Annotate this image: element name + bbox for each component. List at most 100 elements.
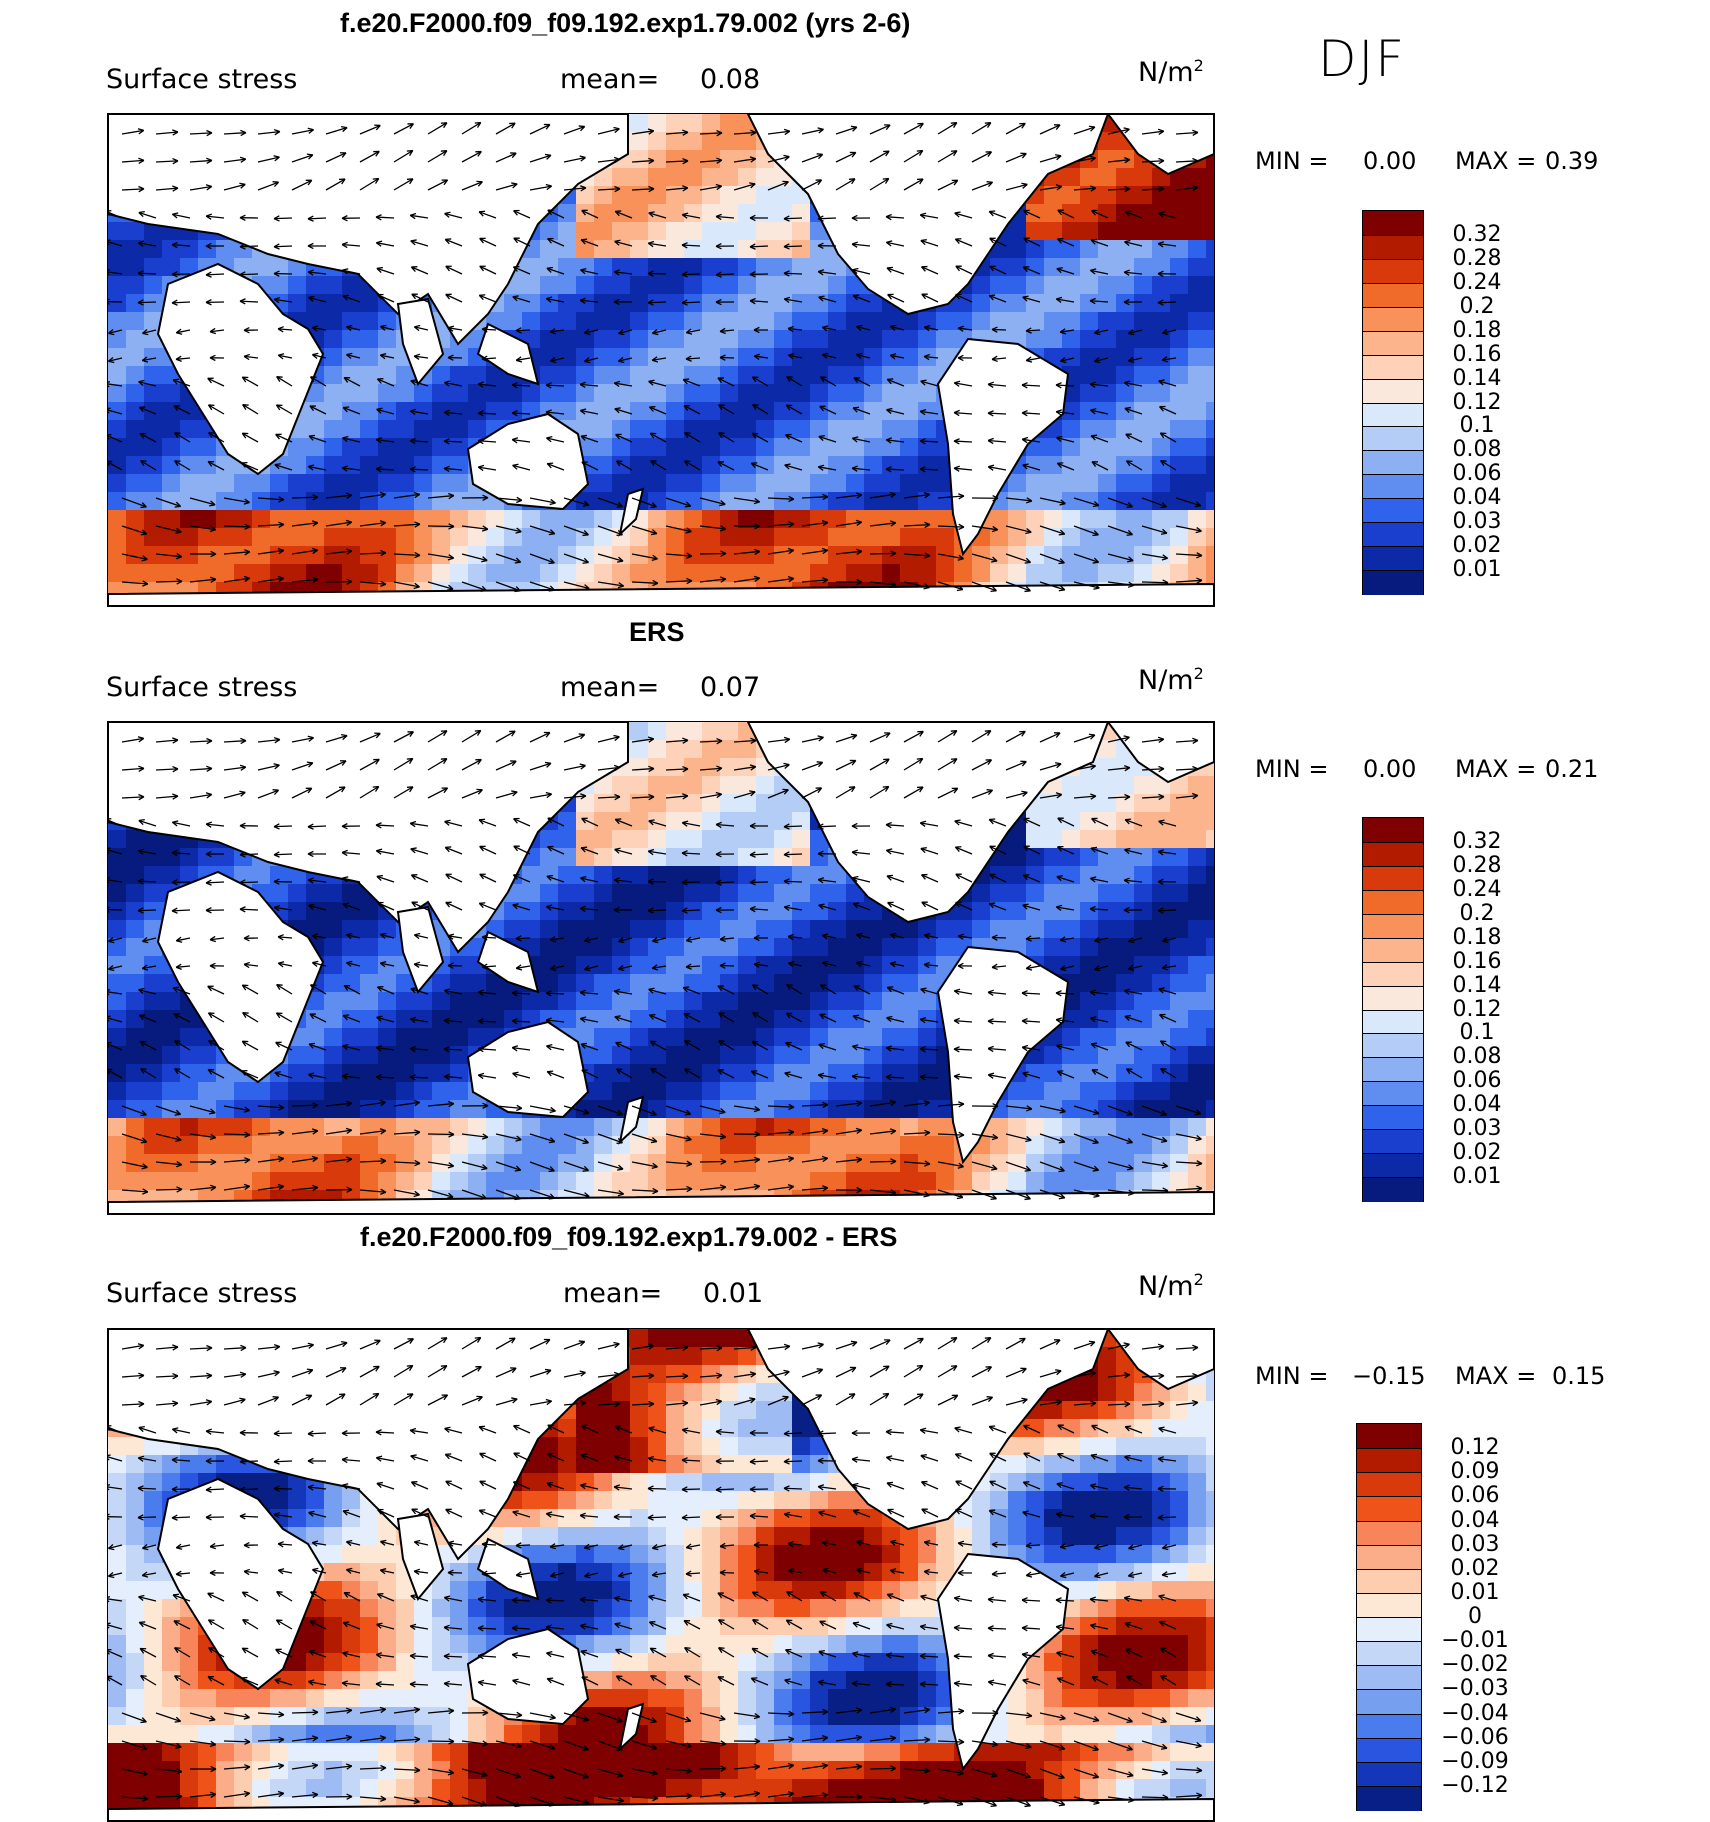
field-cell — [720, 420, 739, 439]
field-cell — [666, 884, 685, 903]
field-cell — [630, 902, 649, 921]
field-cell — [108, 564, 127, 583]
field-cell — [126, 222, 145, 241]
field-cell — [468, 1010, 487, 1029]
field-cell — [1170, 992, 1189, 1011]
field-cell — [432, 528, 451, 547]
field-cell — [702, 348, 721, 367]
map-svg — [108, 722, 1214, 1214]
field-cell — [1134, 258, 1153, 277]
field-cell — [108, 294, 127, 313]
field-cell — [1152, 276, 1171, 295]
field-cell — [666, 1010, 685, 1029]
field-cell — [144, 902, 163, 921]
stress-vector — [240, 882, 258, 883]
field-cell — [432, 1028, 451, 1047]
field-cell — [558, 812, 577, 831]
field-cell — [1116, 1118, 1135, 1137]
field-cell — [1116, 474, 1135, 493]
field-cell — [1080, 830, 1099, 849]
field-cell — [126, 866, 145, 885]
field-cell — [846, 1100, 865, 1119]
field-cell — [1008, 492, 1027, 511]
field-cell — [558, 384, 577, 403]
field-cell — [630, 812, 649, 831]
field-cell — [918, 474, 937, 493]
field-cell — [360, 956, 379, 975]
field-cell — [1062, 330, 1081, 349]
field-cell — [1206, 222, 1214, 241]
field-cell — [324, 1136, 343, 1155]
field-cell — [882, 1172, 901, 1191]
field-cell — [1116, 384, 1135, 403]
field-cell — [144, 420, 163, 439]
field-cell — [756, 1154, 775, 1173]
field-cell — [1188, 204, 1207, 223]
field-cell — [558, 938, 577, 957]
field-cell — [1008, 1082, 1027, 1101]
field-cell — [576, 240, 595, 259]
field-cell — [522, 312, 541, 331]
field-cell — [702, 438, 721, 457]
field-cell — [594, 420, 613, 439]
field-cell — [648, 992, 667, 1011]
field-cell — [144, 240, 163, 259]
field-cell — [1044, 276, 1063, 295]
field-cell — [558, 1172, 577, 1191]
field-cell — [1170, 330, 1189, 349]
field-cell — [630, 420, 649, 439]
field-cell — [684, 348, 703, 367]
field-cell — [1188, 366, 1207, 385]
field-cell — [1170, 456, 1189, 475]
field-cell — [630, 776, 649, 795]
field-cell — [756, 420, 775, 439]
field-cell — [522, 564, 541, 583]
field-cell — [720, 240, 739, 259]
field-cell — [666, 1082, 685, 1101]
field-cell — [1026, 1064, 1045, 1083]
field-cell — [1008, 1118, 1027, 1137]
field-cell — [612, 348, 631, 367]
field-cell — [306, 1082, 325, 1101]
field-cell — [162, 384, 181, 403]
field-cell — [684, 168, 703, 187]
field-cell — [1098, 510, 1117, 529]
field-cell — [162, 474, 181, 493]
field-cell — [666, 420, 685, 439]
field-cell — [792, 384, 811, 403]
field-cell — [684, 776, 703, 795]
stress-vector — [682, 882, 700, 883]
field-cell — [288, 1154, 307, 1173]
field-cell — [882, 564, 901, 583]
field-cell — [810, 276, 829, 295]
field-cell — [756, 1028, 775, 1047]
field-cell — [774, 812, 793, 831]
field-cell — [1116, 276, 1135, 295]
field-cell — [666, 1046, 685, 1065]
field-cell — [720, 1046, 739, 1065]
field-cell — [612, 1028, 631, 1047]
field-cell — [576, 510, 595, 529]
field-cell — [108, 312, 127, 331]
field-cell — [342, 1028, 361, 1047]
field-cell — [882, 474, 901, 493]
field-cell — [810, 1010, 829, 1029]
field-cell — [900, 1136, 919, 1155]
field-cell — [1116, 222, 1135, 241]
field-cell — [738, 348, 757, 367]
field-cell — [792, 1064, 811, 1083]
field-cell — [378, 402, 397, 421]
field-cell — [594, 474, 613, 493]
field-cell — [216, 474, 235, 493]
field-cell — [612, 1154, 631, 1173]
field-cell — [162, 1046, 181, 1065]
field-cell — [828, 884, 847, 903]
field-cell — [1134, 402, 1153, 421]
field-cell — [630, 168, 649, 187]
field-cell — [612, 884, 631, 903]
field-cell — [774, 902, 793, 921]
field-cell — [486, 564, 505, 583]
field-cell — [666, 312, 685, 331]
field-cell — [810, 938, 829, 957]
field-cell — [666, 366, 685, 385]
